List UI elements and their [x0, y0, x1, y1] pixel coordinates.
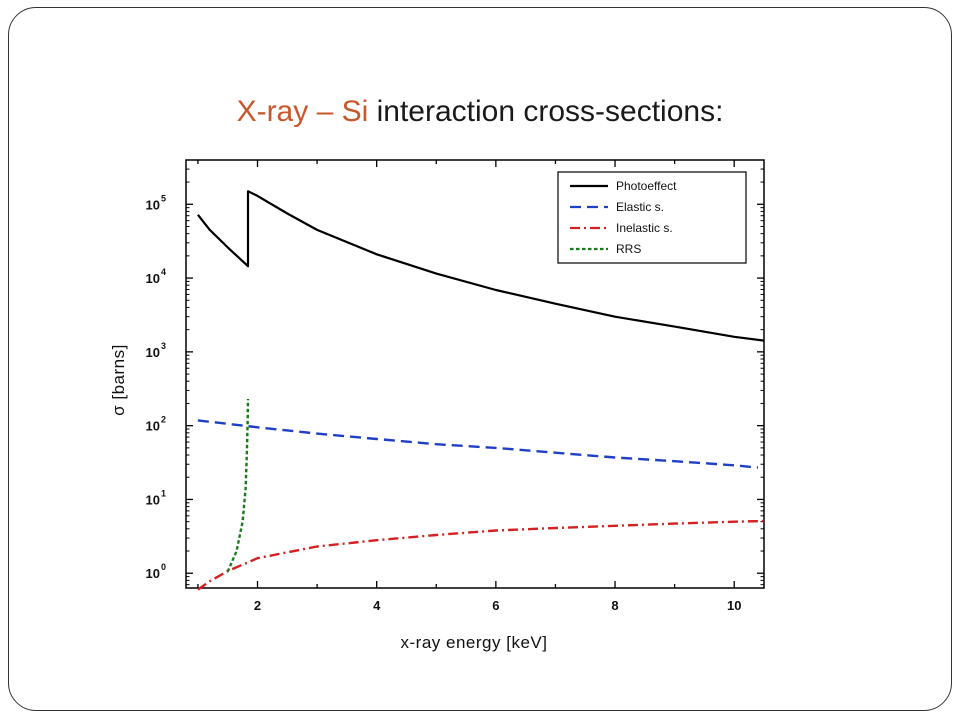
y-tick-label: 10 [146, 419, 160, 434]
slide-frame [8, 7, 952, 711]
legend-entry: RRS [616, 242, 641, 256]
y-tick-label: 10 [146, 271, 160, 286]
x-tick-label: 6 [492, 598, 499, 613]
x-tick-label: 2 [254, 598, 261, 613]
legend-entry: Photoeffect [616, 179, 677, 193]
y-tick-exponent: 2 [161, 415, 166, 425]
legend: Photoeffect Elastic s. Inelastic s. RRS [557, 171, 747, 264]
legend-box [557, 171, 747, 264]
y-tick-exponent: 3 [161, 341, 166, 351]
y-axis-label: σ [barns] [109, 344, 128, 416]
y-tick-label: 10 [146, 566, 160, 581]
y-tick-label: 10 [146, 197, 160, 212]
y-tick-exponent: 4 [161, 267, 166, 277]
y-tick-label: 10 [146, 492, 160, 507]
x-axis-ticks: 2 4 6 8 10 [197, 160, 741, 613]
slide-title: X-ray – Si interaction cross-sections: [0, 95, 960, 129]
x-axis-label: x-ray energy [keV] [401, 633, 548, 652]
x-tick-label: 4 [373, 598, 381, 613]
series-lines [197, 190, 765, 591]
title-accent: X-ray – Si [236, 95, 369, 128]
x-tick-label: 8 [611, 598, 618, 613]
y-tick-exponent: 1 [161, 488, 166, 498]
y-tick-exponent: 0 [161, 562, 166, 572]
y-tick-exponent: 5 [161, 193, 166, 203]
legend-entry: Inelastic s. [616, 221, 673, 235]
series-line-inelastic-s [197, 519, 765, 591]
series-line-elastic-s [197, 419, 759, 469]
series-line-photoeffect [197, 190, 765, 342]
x-tick-label: 10 [727, 598, 741, 613]
legend-entry: Elastic s. [616, 200, 664, 214]
series-line-rrs [226, 398, 250, 573]
y-tick-label: 10 [146, 345, 160, 360]
title-rest: interaction cross-sections: [368, 95, 724, 128]
